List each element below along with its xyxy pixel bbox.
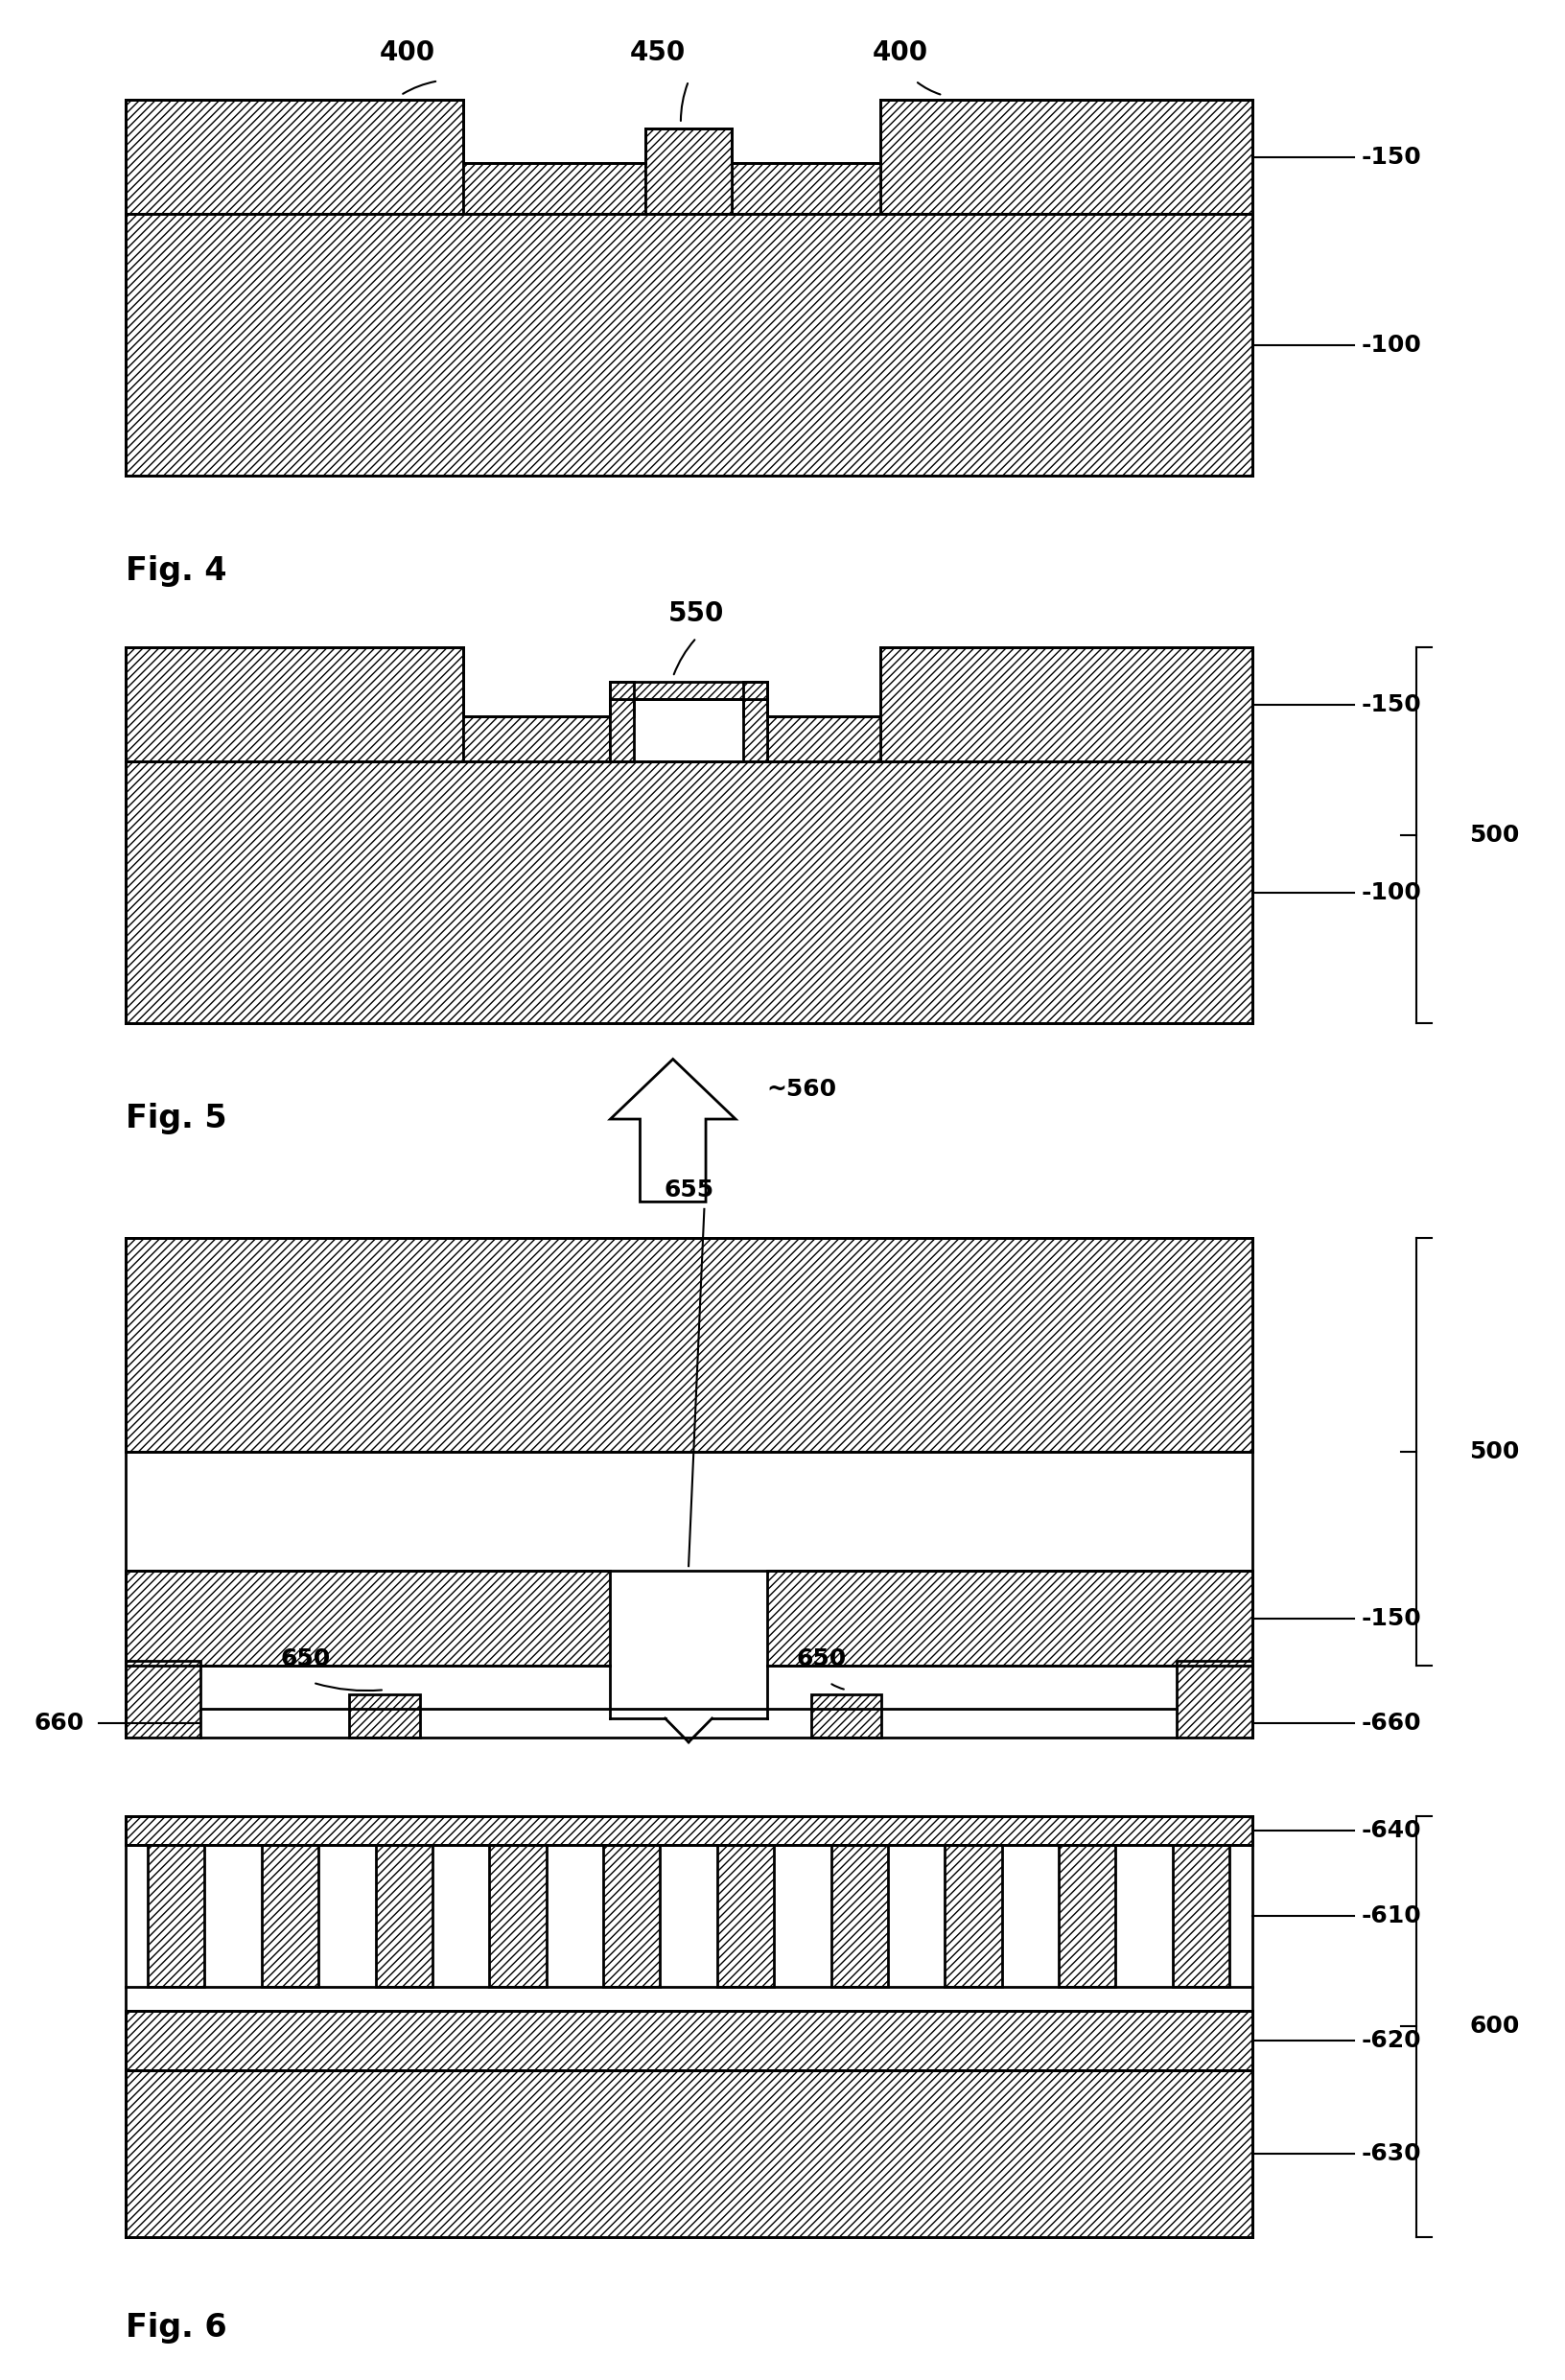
Text: -100: -100	[1362, 881, 1423, 904]
Bar	[125, 2071, 1252, 2237]
Bar	[767, 1571, 1252, 1666]
Bar	[610, 700, 634, 762]
Bar	[945, 1844, 1002, 1987]
Bar	[610, 681, 767, 700]
Text: -640: -640	[1362, 1818, 1421, 1842]
Bar	[490, 1844, 546, 1987]
Bar	[811, 1695, 881, 1737]
Bar	[831, 1844, 887, 1987]
Text: -150: -150	[1362, 1606, 1421, 1630]
Text: 550: 550	[668, 600, 725, 628]
Bar	[880, 647, 1252, 762]
Text: -150: -150	[1362, 693, 1421, 716]
Bar	[125, 762, 1252, 1023]
Bar	[376, 1844, 432, 1987]
Bar	[125, 1816, 1252, 1844]
Bar	[463, 162, 646, 214]
Text: Fig. 5: Fig. 5	[125, 1102, 227, 1135]
Bar	[1172, 1844, 1230, 1987]
Text: 600: 600	[1470, 2016, 1520, 2037]
Text: 650: 650	[797, 1647, 847, 1671]
Text: -150: -150	[1362, 145, 1421, 169]
Bar	[880, 100, 1252, 214]
Bar	[125, 1661, 200, 1737]
Text: 400: 400	[872, 38, 928, 67]
Text: Fig. 6: Fig. 6	[125, 2311, 227, 2344]
Bar	[767, 716, 880, 762]
Text: 655: 655	[664, 1178, 714, 1202]
Text: Fig. 4: Fig. 4	[125, 555, 227, 588]
Text: -660: -660	[1362, 1711, 1421, 1735]
Text: 400: 400	[379, 38, 435, 67]
Text: 500: 500	[1470, 823, 1520, 847]
Bar	[261, 1844, 319, 1987]
Text: 660: 660	[34, 1711, 85, 1735]
Text: -610: -610	[1362, 1904, 1421, 1928]
Text: -100: -100	[1362, 333, 1423, 357]
Text: 650: 650	[280, 1647, 330, 1671]
Bar	[125, 1238, 1252, 1452]
Bar	[463, 716, 610, 762]
Bar	[646, 129, 732, 214]
Text: ~560: ~560	[767, 1078, 837, 1100]
Bar	[1058, 1844, 1116, 1987]
Polygon shape	[610, 1059, 736, 1202]
Bar	[732, 162, 880, 214]
Text: 450: 450	[629, 38, 685, 67]
Bar	[125, 214, 1252, 476]
Text: -630: -630	[1362, 2142, 1421, 2166]
Bar	[603, 1844, 660, 1987]
Bar	[717, 1844, 775, 1987]
Bar	[743, 700, 767, 762]
Bar	[125, 1571, 610, 1666]
Bar	[1177, 1661, 1252, 1737]
Bar	[125, 2011, 1252, 2071]
Bar	[147, 1844, 205, 1987]
Text: -620: -620	[1362, 2030, 1421, 2052]
Text: 500: 500	[1470, 1440, 1520, 1464]
Bar	[349, 1695, 419, 1737]
Bar	[125, 100, 463, 214]
Bar	[125, 647, 463, 762]
